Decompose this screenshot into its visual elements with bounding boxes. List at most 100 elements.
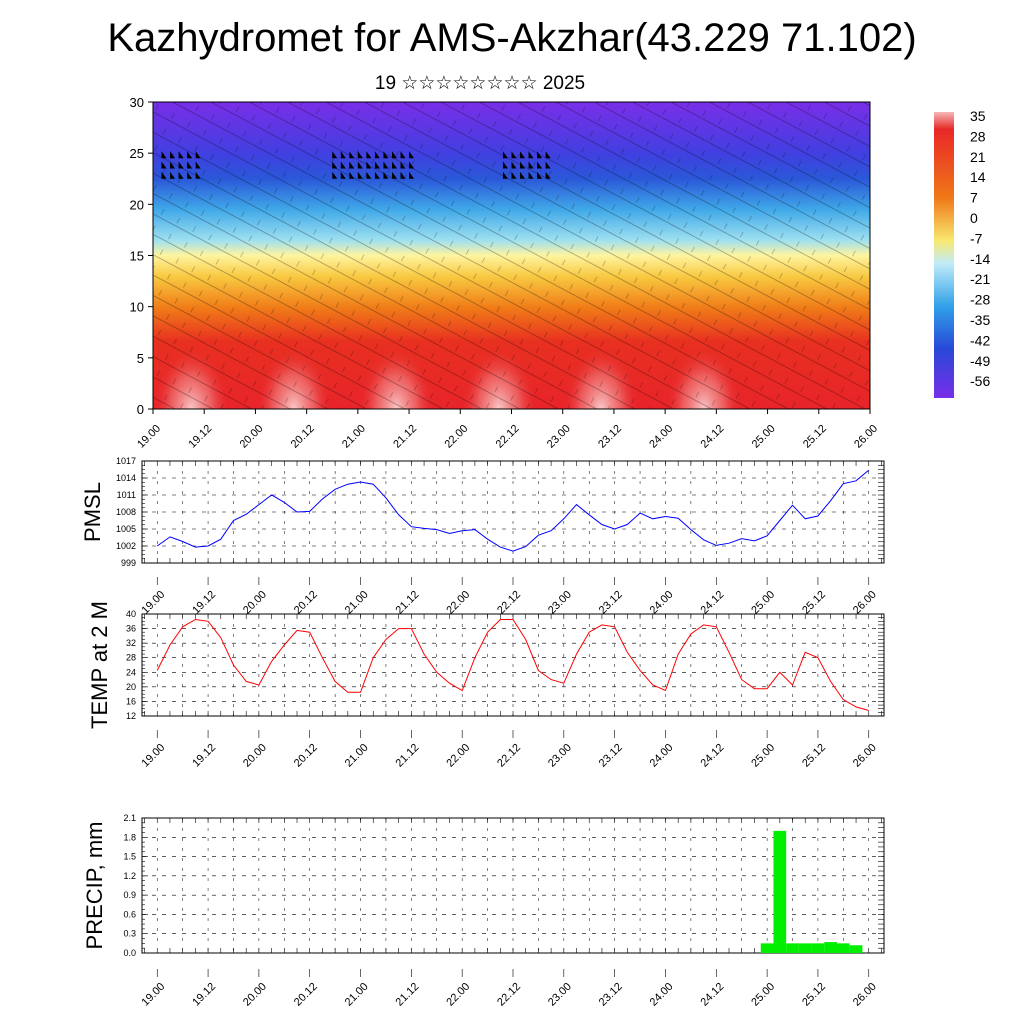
colorbar-label: 0 (970, 210, 978, 226)
wind-flag-barb (349, 171, 355, 179)
temp-panel: 40 36 32 28 24 20 16 12 TEMP at 2 M 19.00 19.12 20.… (87, 601, 885, 770)
x-tick-label: 20.00 (241, 981, 269, 1009)
wind-flag-barb (545, 151, 551, 159)
x-tick-label: 24.00 (647, 423, 675, 451)
wind-flag-barb (178, 171, 184, 179)
x-tick-label: 21.12 (394, 981, 422, 1009)
x-tick-label: 20.12 (289, 423, 317, 451)
wind-flag-barb (545, 171, 551, 179)
x-tick-label: 21.12 (391, 423, 419, 451)
x-tick-label: 20.12 (292, 981, 320, 1009)
wind-flag-barb (170, 151, 176, 159)
wind-flag-barb (520, 161, 526, 169)
wind-flag-barb (511, 171, 517, 179)
x-tick-label: 26.00 (852, 423, 880, 451)
wind-flag-barb (383, 151, 389, 159)
x-tick-label: 22.00 (444, 589, 472, 617)
wind-flag-barb (349, 151, 355, 159)
wind-flag-barb (520, 171, 526, 179)
colorbar-label: -56 (970, 373, 990, 389)
colorbar-label: -21 (970, 271, 990, 287)
colorbar-label: -49 (970, 353, 990, 369)
wind-flag-barb (511, 151, 517, 159)
wind-flag-barb (187, 151, 193, 159)
chart-subtitle: 19 ☆☆☆☆☆☆☆☆ 2025 (374, 73, 586, 94)
x-tick-label: 21.12 (394, 742, 422, 770)
x-tick-label: 23.12 (597, 589, 625, 617)
x-tick-label: 26.00 (851, 742, 879, 770)
temperature-line (156, 618, 869, 711)
wind-flag-barb (502, 171, 508, 179)
x-tick-label: 24.00 (648, 589, 676, 617)
wind-flag-barb (195, 151, 201, 159)
x-tick-label: 24.12 (699, 423, 727, 451)
x-tick-label: 19.00 (139, 589, 167, 617)
wind-flag-barb (545, 161, 551, 169)
y-tick-label: 0.6 (123, 909, 136, 919)
wind-flag-barb (332, 151, 338, 159)
wind-flag-barb (187, 161, 193, 169)
x-tick-label: 25.00 (749, 589, 777, 617)
x-tick-label: 24.12 (698, 589, 726, 617)
x-tick-label: 22.12 (495, 981, 523, 1009)
wind-flag-barb (161, 151, 167, 159)
y-tick-label: 1017 (116, 456, 136, 466)
wind-flag-barb (161, 161, 167, 169)
y-tick-label: 40 (126, 609, 136, 619)
x-tick-label: 19.00 (135, 423, 163, 451)
y-tick-label: 1011 (117, 490, 136, 500)
x-tick-label: 20.00 (241, 742, 269, 770)
y-tick-label: 0.0 (123, 948, 136, 958)
colorbar-label: 7 (970, 190, 978, 206)
y-tick-label: 1.5 (123, 852, 136, 862)
wind-flag-barb (409, 171, 415, 179)
x-tick-label: 22.12 (495, 589, 523, 617)
y-tick-label: 5 (137, 351, 144, 366)
wind-flag-barb (340, 161, 346, 169)
y-tick-label: 1.2 (123, 871, 136, 881)
y-tick-label: 30 (130, 95, 144, 110)
colorbar-label: -35 (970, 312, 990, 328)
wind-flag-barb (400, 171, 406, 179)
x-tick-label: 25.12 (800, 589, 828, 617)
wind-flag-barb (178, 151, 184, 159)
y-tick-label: 0.9 (123, 890, 136, 900)
wind-flag-barb (195, 161, 201, 169)
y-tick-label: 0 (137, 402, 144, 417)
y-tick-label: 1002 (116, 541, 136, 551)
wind-flag-barb (392, 171, 397, 179)
y-tick-label: 16 (126, 696, 136, 706)
wind-flag-barb (520, 151, 526, 159)
wind-flag-barb (340, 171, 346, 179)
pmsl-panel: 1017 1014 1011 1008 1005 1002 999 PMSL 19.00 19.1… (80, 456, 885, 617)
x-tick-label: 19.00 (139, 981, 167, 1009)
y-tick-label: 10 (130, 300, 144, 315)
precip-bar (849, 945, 863, 953)
x-tick-label: 19.12 (190, 742, 218, 770)
y-axis-title: PMSL (80, 482, 105, 542)
y-tick-label: 1.8 (123, 832, 136, 842)
pmsl-line (156, 469, 870, 552)
x-tick-label: 25.12 (800, 742, 828, 770)
colorbar-label: 28 (970, 128, 986, 144)
colorbar-gradient (934, 112, 954, 398)
y-tick-label: 999 (121, 558, 136, 568)
y-tick-label: 1005 (116, 524, 136, 534)
wind-flag-barb (349, 161, 355, 169)
colorbar-label: -7 (970, 230, 983, 246)
wind-flag-barb (366, 161, 372, 169)
x-tick-label: 23.12 (597, 742, 625, 770)
precip-bar (798, 943, 812, 953)
x-tick-label: 24.12 (698, 742, 726, 770)
x-tick-label: 20.00 (241, 589, 269, 617)
x-tick-label: 23.12 (596, 423, 624, 451)
x-tick-label: 24.00 (648, 981, 676, 1009)
precip-bar (773, 830, 787, 953)
wind-flag-barb (374, 161, 380, 169)
colorbar: 35 28 21 14 7 0 -7 -14 -21 -28 -35 -42 -49 -56 (934, 108, 990, 398)
x-tick-label: 25.12 (800, 981, 828, 1009)
x-tick-label: 22.12 (494, 423, 522, 451)
precip-bar (760, 943, 774, 953)
y-tick-label: 1014 (116, 473, 136, 483)
